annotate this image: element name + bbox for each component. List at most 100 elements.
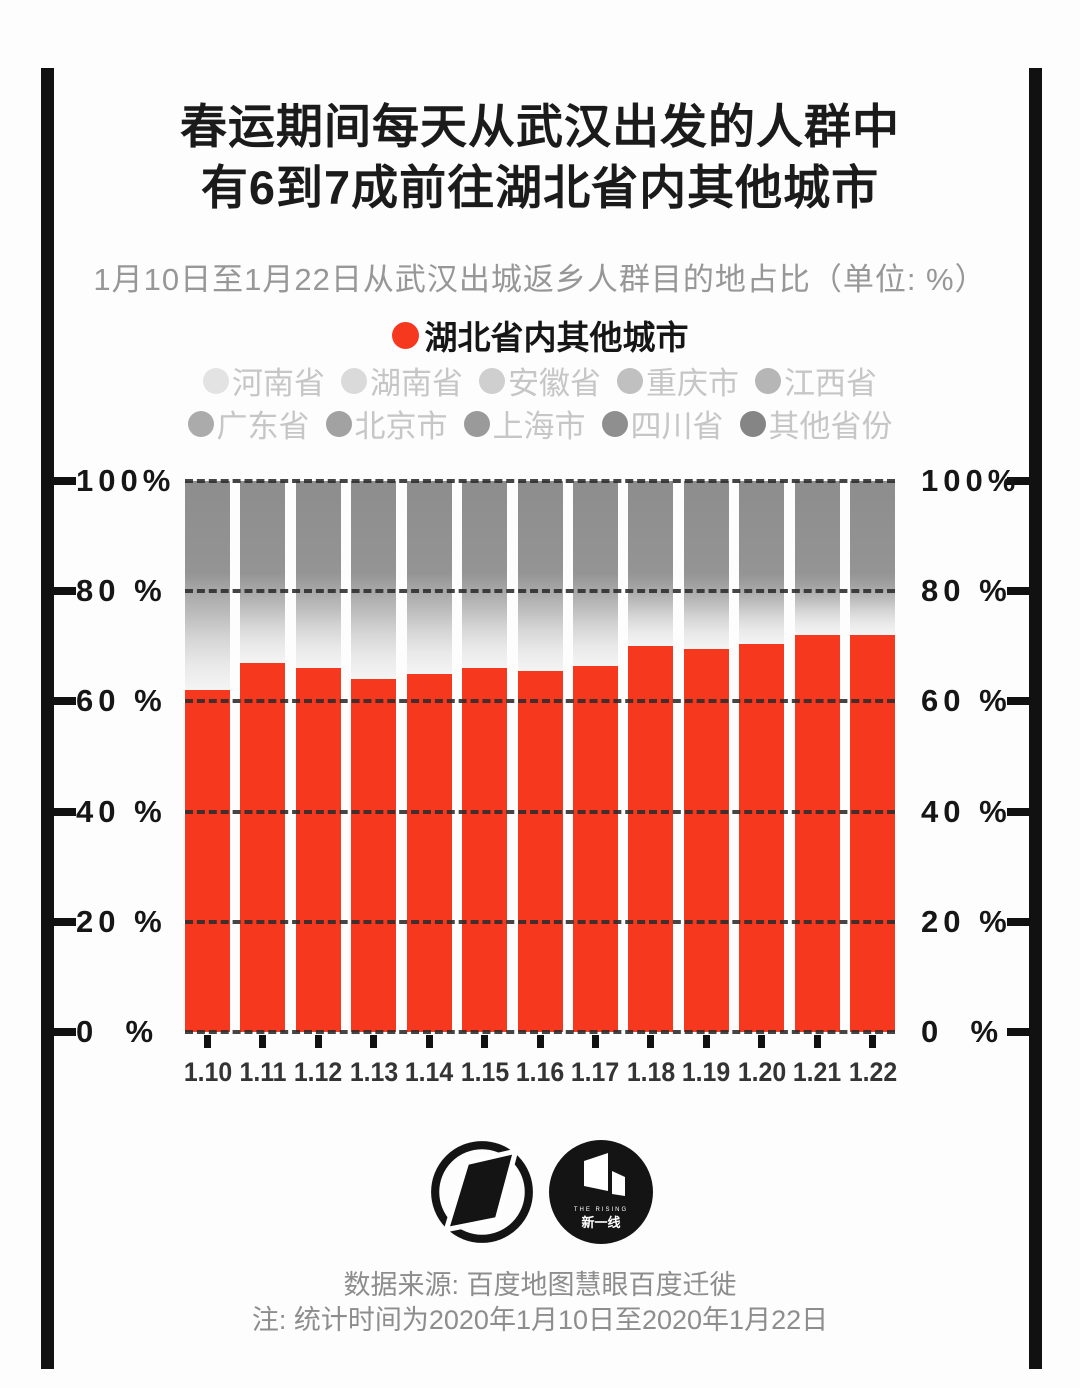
bar-segment-others <box>794 481 840 636</box>
bar-segment-hubei <box>240 662 286 1032</box>
legend-item-重庆市: 重庆市 <box>617 358 739 403</box>
legend-primary: 湖北省内其他城市 <box>0 311 1080 359</box>
bar-segment-hubei <box>406 673 452 1032</box>
legend-item-label: 上海市 <box>492 409 586 444</box>
bar-segment-hubei <box>683 649 729 1032</box>
legend-item-label: 其他省份 <box>768 409 893 444</box>
legend-row-others-2: 广东省 北京市 上海市 四川省 其他省份 <box>0 401 1080 446</box>
legend-item-北京市: 北京市 <box>325 401 448 446</box>
bar-segment-hubei <box>628 646 674 1032</box>
x-axis-label-1.22: 1.22 <box>848 1057 897 1087</box>
x-axis-label-1.14: 1.14 <box>405 1057 454 1087</box>
bar-1.12 <box>295 481 341 1032</box>
y-axis-label-left-100: 100% <box>76 463 176 498</box>
x-axis-label-1.17: 1.17 <box>571 1057 620 1087</box>
logo-text-the-rising: THE RISING <box>574 1207 628 1213</box>
legend-item-label: 北京市 <box>354 409 448 444</box>
left-frame-bar <box>41 68 54 1369</box>
y-axis-tick-left <box>54 587 76 596</box>
legend-item-湖南省: 湖南省 <box>341 358 463 403</box>
y-axis-label-right-40: 40 % <box>921 793 1012 829</box>
x-axis-tick <box>204 1035 211 1048</box>
gridline-20 <box>185 919 895 924</box>
bar-1.20 <box>739 481 785 1032</box>
x-axis-label-1.18: 1.18 <box>626 1057 675 1087</box>
y-axis-tick-left <box>54 477 76 485</box>
y-axis-tick-right <box>1007 1028 1029 1036</box>
bar-segment-hubei <box>739 643 785 1032</box>
bar-1.15 <box>462 481 508 1032</box>
y-axis-label-right-0: 0 % <box>921 1014 1004 1049</box>
right-frame-bar <box>1029 68 1042 1369</box>
x-axis-label-1.10: 1.10 <box>183 1057 232 1087</box>
gridline-60 <box>185 699 895 704</box>
y-axis-tick-left <box>54 807 76 816</box>
legend-item-label: 广东省 <box>216 409 310 444</box>
legend-dot-icon <box>739 410 766 437</box>
bar-1.19 <box>683 481 729 1032</box>
bar-segment-others <box>683 481 729 650</box>
bar-segment-others <box>462 481 508 669</box>
yicai-magazine-logo-icon <box>431 1141 533 1243</box>
title-line-1: 春运期间每天从武汉出发的人群中 <box>180 100 900 153</box>
legend-dot-hubei-icon <box>391 321 419 349</box>
bar-1.21 <box>794 481 840 1032</box>
x-axis-tick <box>758 1035 766 1048</box>
bar-segment-others <box>628 481 674 647</box>
title-line-2: 有6到7成前往湖北省内其他城市 <box>200 161 880 214</box>
legend-item-其他省份: 其他省份 <box>739 401 893 446</box>
gridline-80 <box>185 589 895 594</box>
bar-segment-others <box>739 481 785 644</box>
x-axis-tick <box>591 1035 599 1048</box>
bar-1.11 <box>240 481 286 1032</box>
bar-segment-hubei <box>850 635 895 1032</box>
legend-dot-icon <box>341 367 367 394</box>
x-axis-tick <box>536 1035 544 1048</box>
bar-segment-hubei <box>794 635 840 1032</box>
y-axis-tick-right <box>1007 917 1029 926</box>
x-axis-tick <box>813 1035 821 1048</box>
bar-segment-hubei <box>517 671 563 1032</box>
bar-segment-hubei <box>295 668 341 1032</box>
legend-item-label: 江西省 <box>784 366 877 401</box>
legend-dot-icon <box>325 410 352 437</box>
x-axis-label-1.19: 1.19 <box>682 1057 731 1087</box>
legend-dot-icon <box>617 367 643 394</box>
legend-item-安徽省: 安徽省 <box>479 358 601 403</box>
legend-item-上海市: 上海市 <box>463 401 586 446</box>
y-axis-label-left-40: 40 % <box>76 793 167 829</box>
bar-1.13 <box>351 481 397 1032</box>
legend-item-label: 河南省 <box>232 366 325 401</box>
bar-1.10 <box>185 481 230 1032</box>
y-axis-label-right-80: 80 % <box>921 573 1012 609</box>
y-axis-tick-left <box>54 1028 76 1036</box>
bar-segment-hubei <box>185 690 230 1032</box>
legend-item-label: 湖南省 <box>370 366 463 401</box>
legend-dot-icon <box>203 367 229 394</box>
bar-segment-others <box>351 481 397 680</box>
bar-segment-hubei <box>462 668 508 1032</box>
x-axis-label-1.21: 1.21 <box>792 1057 842 1087</box>
y-axis-tick-right <box>1007 697 1029 706</box>
page-title: 春运期间每天从武汉出发的人群中 有6到7成前往湖北省内其他城市 <box>0 96 1080 218</box>
bar-1.22 <box>850 481 895 1032</box>
legend-dot-icon <box>755 367 781 394</box>
legend-item-河南省: 河南省 <box>203 358 325 403</box>
x-axis-tick <box>314 1035 322 1048</box>
x-axis-tick <box>259 1035 267 1048</box>
legend-row-others-1: 河南省 湖南省 安徽省 重庆市 江西省 <box>0 358 1080 403</box>
legend-label-hubei: 湖北省内其他城市 <box>424 319 689 356</box>
the-rising-lab-logo-icon: THE RISING 新一线 <box>549 1140 653 1244</box>
y-axis-label-left-0: 0 % <box>76 1014 159 1049</box>
bar-segment-others <box>185 481 230 691</box>
bar-segment-others <box>406 481 452 674</box>
legend-dot-icon <box>463 410 490 437</box>
bar-1.18 <box>628 481 674 1032</box>
y-axis-tick-right <box>1007 807 1029 816</box>
legend-item-label: 安徽省 <box>508 366 601 401</box>
legend-dot-icon <box>601 410 628 437</box>
bar-segment-others <box>517 481 563 672</box>
x-axis-label-1.13: 1.13 <box>349 1057 398 1087</box>
y-axis-label-right-60: 60 % <box>921 683 1012 719</box>
legend-item-广东省: 广东省 <box>187 401 310 446</box>
